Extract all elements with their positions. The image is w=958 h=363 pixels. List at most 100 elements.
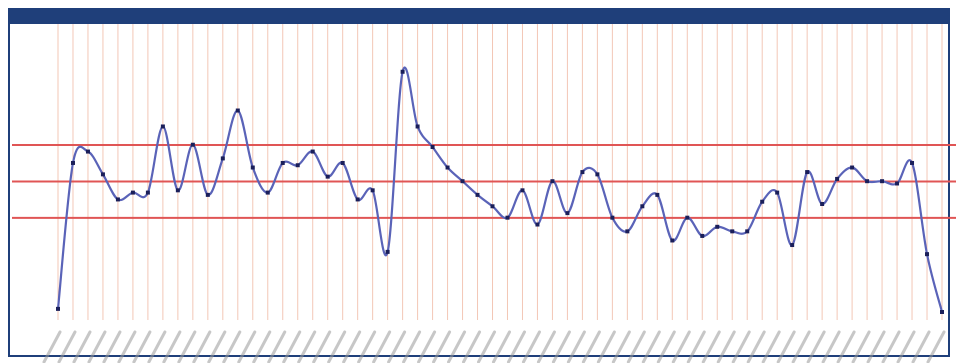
x-tick-mark — [117, 330, 137, 363]
x-tick-mark — [402, 330, 422, 363]
data-point — [610, 215, 615, 220]
data-point — [265, 190, 270, 195]
data-point — [715, 224, 720, 229]
x-tick-mark — [671, 330, 691, 363]
x-tick-mark — [806, 330, 826, 363]
x-tick-mark — [42, 330, 62, 363]
data-point — [655, 192, 660, 197]
data-point — [56, 306, 60, 311]
data-point — [340, 160, 345, 165]
x-tick-mark — [566, 330, 586, 363]
data-point — [775, 190, 780, 195]
data-point — [490, 204, 495, 209]
x-tick-mark — [447, 330, 467, 363]
data-point — [835, 176, 840, 181]
x-tick-mark — [312, 330, 332, 363]
x-tick-mark — [911, 330, 931, 363]
x-tick-mark — [896, 330, 916, 363]
data-point — [460, 179, 465, 184]
data-point — [580, 170, 585, 175]
x-tick-mark — [102, 330, 122, 363]
data-point — [550, 179, 555, 184]
chart-title-bar — [10, 10, 948, 24]
x-tick-mark — [87, 330, 107, 363]
data-point — [625, 229, 630, 234]
x-tick-mark — [836, 330, 856, 363]
data-point — [805, 170, 810, 175]
x-tick-mark — [252, 330, 272, 363]
data-point — [85, 149, 90, 154]
x-tick-mark — [926, 330, 946, 363]
x-tick-mark — [462, 330, 482, 363]
x-tick-mark — [686, 330, 706, 363]
data-point — [820, 202, 825, 206]
data-point — [850, 165, 855, 170]
data-point — [505, 215, 510, 220]
x-tick-mark — [821, 330, 841, 363]
data-point — [865, 179, 870, 184]
data-point — [175, 188, 180, 193]
x-tick-mark — [851, 330, 871, 363]
x-tick-mark — [477, 330, 497, 363]
data-point — [220, 156, 225, 161]
data-point — [475, 192, 480, 197]
data-point — [700, 233, 705, 238]
data-point — [310, 149, 315, 154]
data-point — [205, 192, 210, 197]
x-tick-mark — [192, 330, 212, 363]
data-point — [535, 222, 540, 227]
data-point — [685, 215, 690, 220]
data-point — [790, 243, 795, 248]
data-point — [670, 238, 675, 243]
data-point — [355, 197, 360, 202]
x-tick-mark — [701, 330, 721, 363]
data-point — [415, 124, 420, 129]
x-tick-mark — [282, 330, 302, 363]
x-tick-mark — [641, 330, 661, 363]
data-point — [745, 229, 750, 234]
data-point — [385, 249, 390, 254]
x-tick-mark — [387, 330, 407, 363]
data-point — [100, 172, 105, 177]
data-point — [760, 199, 765, 204]
x-tick-mark — [776, 330, 796, 363]
x-tick-mark — [357, 330, 377, 363]
x-tick-mark — [536, 330, 556, 363]
x-tick-mark — [866, 330, 886, 363]
data-point — [235, 108, 240, 113]
data-point — [370, 188, 375, 193]
x-tick-mark — [551, 330, 571, 363]
x-tick-mark — [746, 330, 766, 363]
x-tick-mark — [177, 330, 197, 363]
x-tick-mark — [162, 330, 182, 363]
data-point — [430, 145, 435, 149]
data-point — [295, 163, 300, 168]
data-point — [445, 165, 450, 170]
series-line — [56, 66, 944, 313]
x-tick-mark — [222, 330, 242, 363]
x-tick-mark — [791, 330, 811, 363]
x-tick-mark — [342, 330, 362, 363]
data-point — [145, 190, 150, 195]
x-tick-mark — [611, 330, 631, 363]
x-tick-mark — [626, 330, 646, 363]
x-tick-mark — [716, 330, 736, 363]
data-point — [190, 142, 195, 147]
x-tick-mark — [57, 330, 77, 363]
data-point — [640, 204, 645, 209]
data-point — [250, 165, 255, 170]
x-tick-mark — [72, 330, 92, 363]
x-tick-mark — [731, 330, 751, 363]
x-tick-mark — [581, 330, 601, 363]
x-tick-mark — [297, 330, 317, 363]
data-point — [895, 181, 900, 186]
data-point — [325, 174, 330, 179]
data-point — [160, 124, 165, 129]
data-point — [880, 179, 885, 184]
x-tick-mark — [656, 330, 676, 363]
x-tick-mark — [147, 330, 167, 363]
data-point — [730, 229, 735, 234]
x-tick-mark — [596, 330, 616, 363]
x-tick-mark — [491, 330, 511, 363]
